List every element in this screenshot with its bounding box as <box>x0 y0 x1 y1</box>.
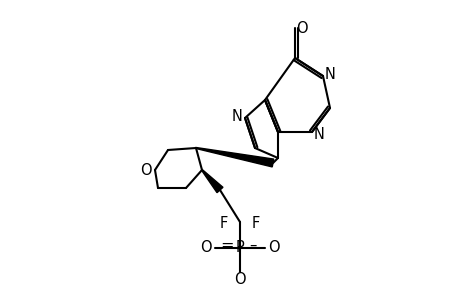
Text: F: F <box>219 215 228 230</box>
Text: O: O <box>296 20 307 35</box>
Text: F: F <box>252 215 259 230</box>
Text: O: O <box>234 272 245 287</box>
Text: N: N <box>313 127 324 142</box>
Polygon shape <box>201 170 223 193</box>
Text: N: N <box>231 109 242 124</box>
Text: O: O <box>140 163 151 178</box>
Text: O: O <box>200 241 211 256</box>
Polygon shape <box>196 148 273 167</box>
Text: N: N <box>324 67 335 82</box>
Text: =: = <box>220 238 234 253</box>
Text: O: O <box>268 241 279 256</box>
Text: –: – <box>248 238 256 253</box>
Text: P: P <box>235 241 244 256</box>
